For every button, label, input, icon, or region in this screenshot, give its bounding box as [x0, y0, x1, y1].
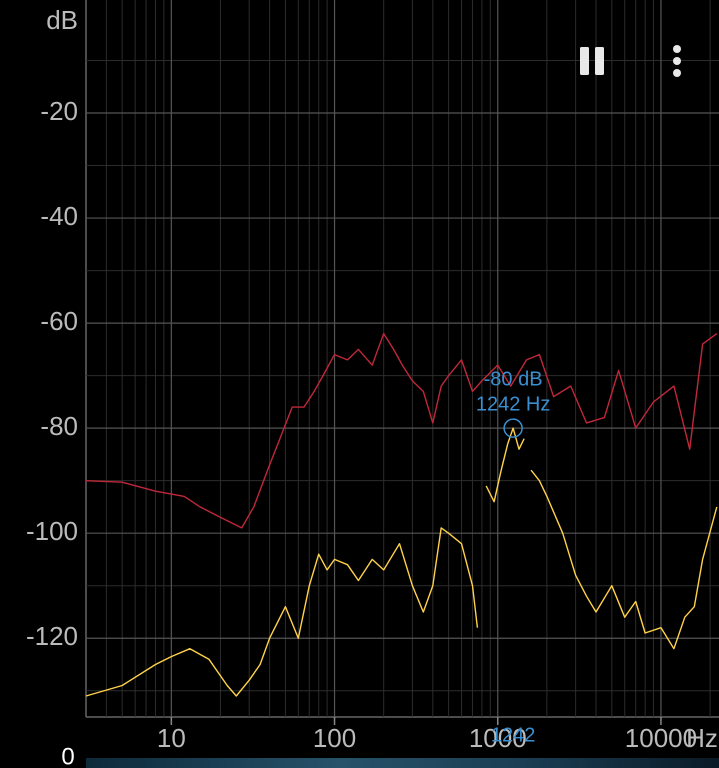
series-line	[85, 332, 718, 529]
peak-db-label: -80 dB	[484, 368, 543, 390]
pause-button[interactable]	[580, 47, 604, 75]
y-unit-label: dB	[46, 5, 78, 35]
grid: 10 100 1000 10000 -20 -40 -60 -80 -100 -120	[26, 0, 719, 753]
bottom-label: 0	[61, 743, 74, 768]
y-tick-label: -40	[40, 201, 78, 231]
x-tick-label: 1000	[469, 723, 527, 753]
peak-marker	[503, 418, 523, 438]
pause-bar[interactable]	[595, 47, 604, 75]
y-tick-label: -20	[40, 96, 78, 126]
menu-dot[interactable]	[673, 69, 681, 77]
x-tick-label: 10000	[625, 723, 697, 753]
series-line	[85, 427, 718, 697]
waterfall-strip	[86, 758, 719, 768]
pause-bar[interactable]	[580, 47, 589, 75]
menu-button[interactable]	[673, 45, 681, 77]
y-tick-label: -60	[40, 306, 78, 336]
y-tick-label: -120	[26, 621, 78, 651]
x-tick-label: 10	[157, 723, 186, 753]
menu-dot[interactable]	[673, 45, 681, 53]
x-unit-label: Hz	[686, 723, 718, 753]
y-tick-label: -80	[40, 411, 78, 441]
peak-axis-label: 1242	[491, 724, 536, 746]
plot: -80 dB 1242 Hz 1242	[85, 332, 718, 746]
y-tick-label: -100	[26, 516, 78, 546]
peak-hz-label: 1242 Hz	[476, 393, 551, 415]
x-tick-label: 100	[313, 723, 356, 753]
menu-dot[interactable]	[673, 57, 681, 65]
